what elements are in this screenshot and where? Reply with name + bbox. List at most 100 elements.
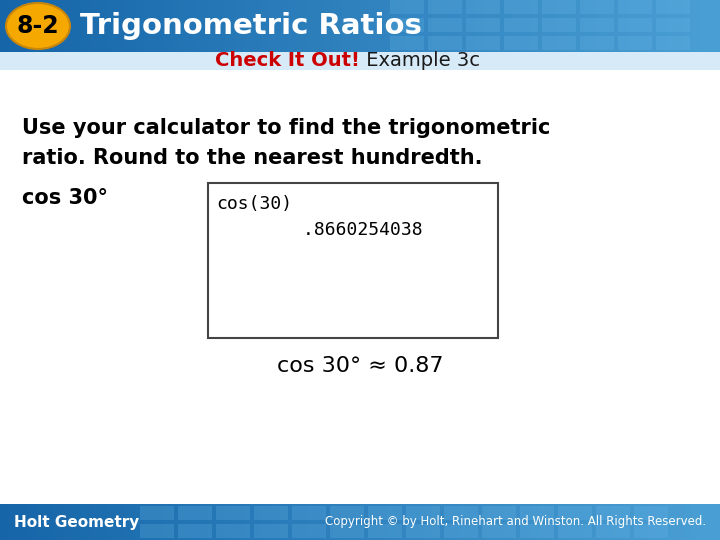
Bar (522, 504, 531, 540)
Bar (198, 504, 207, 540)
Bar (486, 504, 495, 540)
Bar (648, 0, 657, 52)
Bar (216, 0, 225, 52)
Bar (126, 0, 135, 52)
Bar (450, 504, 459, 540)
Bar (468, 0, 477, 52)
Bar (369, 0, 378, 52)
Bar (297, 0, 306, 52)
Bar (117, 0, 126, 52)
Bar (482, 506, 516, 520)
Text: Use your calculator to find the trigonometric: Use your calculator to find the trigonom… (22, 118, 550, 138)
Bar (126, 504, 135, 540)
Bar (261, 504, 270, 540)
Bar (603, 504, 612, 540)
Bar (254, 506, 288, 520)
Bar (576, 504, 585, 540)
Bar (360, 0, 369, 52)
Bar (531, 0, 540, 52)
Bar (405, 0, 414, 52)
Bar (656, 36, 690, 50)
Bar (270, 504, 279, 540)
Bar (369, 504, 378, 540)
Bar (189, 0, 198, 52)
Bar (648, 504, 657, 540)
Bar (656, 0, 690, 14)
Bar (387, 504, 396, 540)
Bar (477, 504, 486, 540)
Text: Check It Out!: Check It Out! (215, 51, 360, 71)
Bar (254, 524, 288, 538)
Bar (330, 506, 364, 520)
Bar (135, 504, 144, 540)
Bar (639, 504, 648, 540)
Bar (9, 504, 18, 540)
Bar (315, 0, 324, 52)
Bar (666, 0, 675, 52)
Bar (513, 504, 522, 540)
Bar (292, 524, 326, 538)
Bar (684, 504, 693, 540)
Bar (549, 0, 558, 52)
Bar (297, 504, 306, 540)
Bar (261, 0, 270, 52)
Bar (378, 0, 387, 52)
Bar (558, 506, 592, 520)
Bar (390, 0, 424, 14)
Bar (675, 504, 684, 540)
Bar (225, 504, 234, 540)
Bar (216, 504, 225, 540)
Bar (36, 504, 45, 540)
Bar (630, 504, 639, 540)
Bar (140, 506, 174, 520)
Bar (333, 0, 342, 52)
Bar (630, 0, 639, 52)
Bar (585, 0, 594, 52)
Bar (639, 0, 648, 52)
Bar (423, 0, 432, 52)
Bar (72, 504, 81, 540)
Bar (252, 504, 261, 540)
Bar (387, 0, 396, 52)
Bar (459, 504, 468, 540)
Bar (36, 0, 45, 52)
Bar (351, 0, 360, 52)
Bar (368, 524, 402, 538)
Bar (702, 0, 711, 52)
Bar (693, 504, 702, 540)
Bar (576, 0, 585, 52)
Bar (396, 0, 405, 52)
Bar (288, 504, 297, 540)
Bar (90, 504, 99, 540)
Bar (63, 0, 72, 52)
Bar (666, 504, 675, 540)
Bar (225, 0, 234, 52)
Bar (368, 506, 402, 520)
Bar (45, 0, 54, 52)
Bar (495, 504, 504, 540)
Bar (234, 504, 243, 540)
Bar (558, 504, 567, 540)
Bar (351, 504, 360, 540)
Bar (522, 0, 531, 52)
Bar (144, 504, 153, 540)
Bar (0, 0, 9, 52)
Bar (450, 0, 459, 52)
Bar (108, 0, 117, 52)
Bar (504, 0, 538, 14)
Bar (621, 504, 630, 540)
Bar (466, 0, 500, 14)
Bar (495, 0, 504, 52)
Bar (432, 504, 441, 540)
Bar (414, 0, 423, 52)
Bar (711, 504, 720, 540)
Bar (444, 524, 478, 538)
Bar (567, 504, 576, 540)
Bar (207, 0, 216, 52)
Bar (279, 0, 288, 52)
Text: Copyright © by Holt, Rinehart and Winston. All Rights Reserved.: Copyright © by Holt, Rinehart and Winsto… (325, 516, 706, 529)
Bar (288, 0, 297, 52)
Bar (634, 506, 668, 520)
Bar (486, 0, 495, 52)
Bar (99, 504, 108, 540)
